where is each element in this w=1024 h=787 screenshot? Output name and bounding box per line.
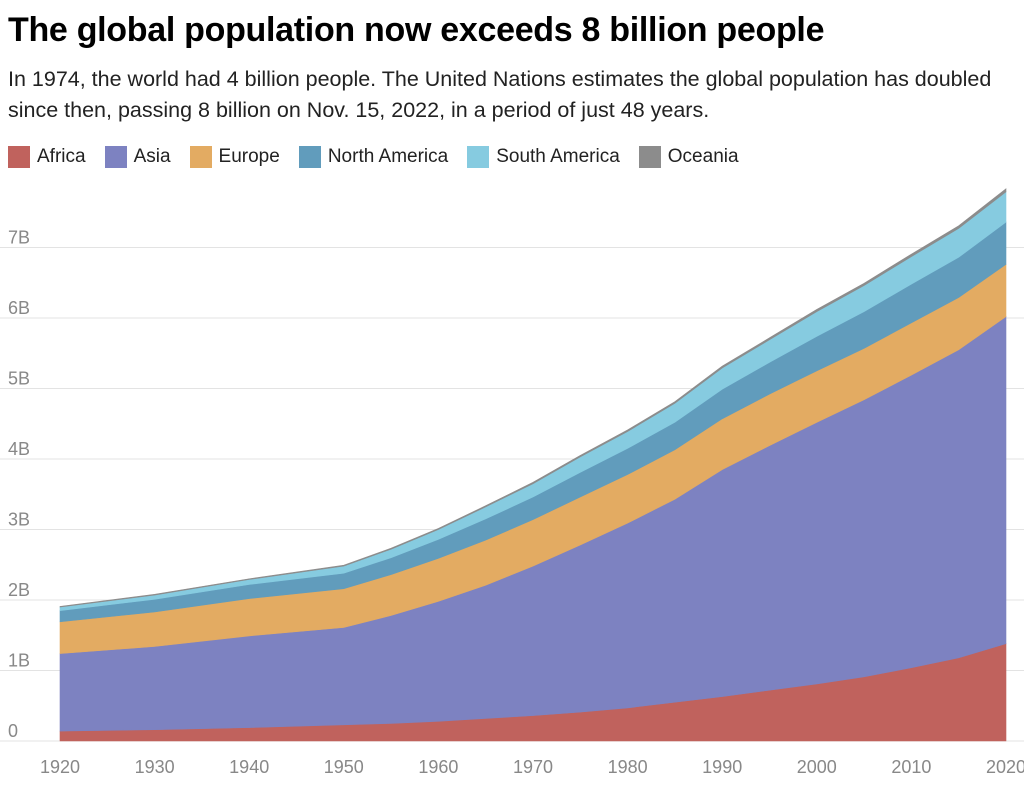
- legend-item-north-america: North America: [298, 146, 449, 168]
- legend-swatch-oceania: [638, 146, 661, 168]
- y-tick-label: 1B: [8, 650, 30, 670]
- y-tick-label: 5B: [8, 368, 30, 388]
- legend-item-europe: Europe: [189, 146, 280, 168]
- x-tick-label: 1940: [229, 757, 269, 777]
- x-axis-labels: 1920 1930 1940 1950 1960 1970 1980 1990 2000 2010…: [40, 757, 1024, 777]
- y-tick-label: 3B: [8, 509, 30, 529]
- x-tick-label: 1980: [608, 757, 648, 777]
- y-tick-label: 6B: [8, 298, 30, 318]
- legend-label-oceania: Oceania: [667, 146, 739, 167]
- y-tick-label: 0: [8, 721, 18, 741]
- legend-item-africa: Africa: [8, 146, 86, 168]
- legend-item-asia: Asia: [104, 146, 171, 168]
- x-tick-label: 1960: [418, 757, 458, 777]
- x-tick-label: 1990: [702, 757, 742, 777]
- chart-title: The global population now exceeds 8 bill…: [8, 11, 825, 49]
- y-tick-label: 4B: [8, 439, 30, 459]
- stacked-area-chart: 0 1B 2B 3B 4B 5B 6B 7B 1920 1930 1940 1950 1960 1970…: [0, 188, 1024, 777]
- legend-label-north-america: North America: [327, 146, 449, 167]
- legend-label-south-america: South America: [496, 146, 620, 167]
- legend-item-oceania: Oceania: [638, 146, 739, 168]
- y-axis-labels: 0 1B 2B 3B 4B 5B 6B 7B: [8, 227, 30, 741]
- legend-swatch-asia: [104, 146, 127, 168]
- chart-subtitle: In 1974, the world had 4 billion people.…: [8, 67, 992, 122]
- x-tick-label: 1930: [135, 757, 175, 777]
- legend-swatch-africa: [8, 146, 30, 168]
- legend-item-south-america: South America: [467, 146, 620, 168]
- x-tick-label: 1920: [40, 757, 80, 777]
- y-tick-label: 2B: [8, 580, 30, 600]
- x-tick-label: 1970: [513, 757, 553, 777]
- area-series-group: [59, 188, 1007, 742]
- legend-swatch-north-america: [298, 146, 321, 168]
- legend-label-africa: Africa: [37, 146, 86, 167]
- legend-swatch-south-america: [467, 146, 490, 168]
- x-tick-label: 2020: [986, 757, 1024, 777]
- x-tick-label: 2010: [891, 757, 931, 777]
- area-oceania: [59, 188, 1007, 608]
- legend-swatch-europe: [189, 146, 212, 168]
- legend-label-europe: Europe: [218, 146, 280, 167]
- chart-legend: Africa Asia Europe North America South Ameri…: [8, 144, 758, 170]
- x-tick-label: 2000: [797, 757, 837, 777]
- y-tick-label: 7B: [8, 227, 30, 247]
- legend-label-asia: Asia: [133, 146, 171, 167]
- x-tick-label: 1950: [324, 757, 364, 777]
